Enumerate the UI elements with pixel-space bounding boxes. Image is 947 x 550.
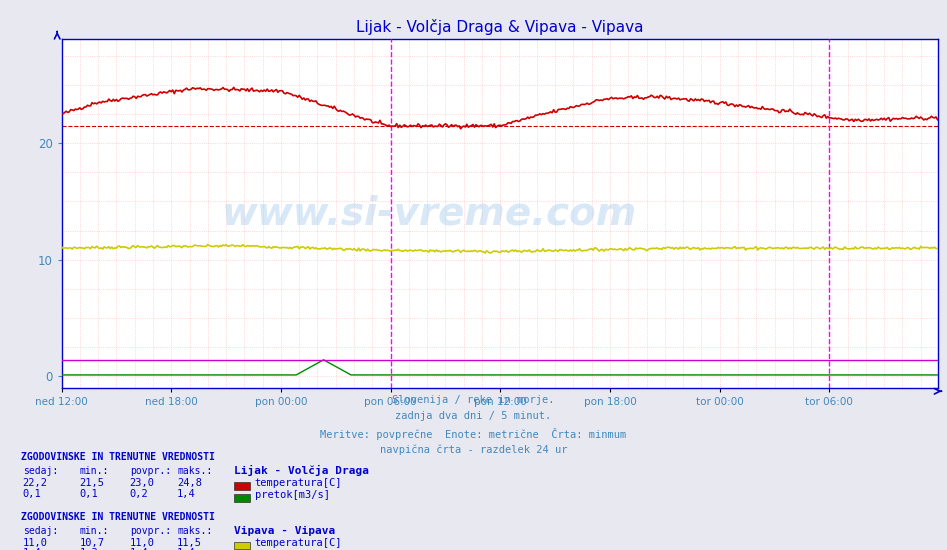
- Text: povpr.:: povpr.:: [130, 525, 170, 536]
- Text: sedaj:: sedaj:: [23, 466, 58, 476]
- Text: povpr.:: povpr.:: [130, 466, 170, 476]
- Text: Meritve: povprečne  Enote: metrične  Črta: minmum: Meritve: povprečne Enote: metrične Črta:…: [320, 428, 627, 440]
- Text: Lijak - Volčja Draga: Lijak - Volčja Draga: [234, 465, 369, 476]
- Text: 24,8: 24,8: [177, 478, 202, 488]
- Text: 11,0: 11,0: [130, 537, 154, 548]
- Text: ZGODOVINSKE IN TRENUTNE VREDNOSTI: ZGODOVINSKE IN TRENUTNE VREDNOSTI: [21, 452, 215, 463]
- Text: www.si-vreme.com: www.si-vreme.com: [222, 194, 637, 232]
- Text: min.:: min.:: [80, 525, 109, 536]
- Text: 0,1: 0,1: [80, 488, 98, 499]
- Text: Slovenija / reke in morje.: Slovenija / reke in morje.: [392, 395, 555, 405]
- Text: Vipava - Vipava: Vipava - Vipava: [234, 525, 335, 536]
- Text: 1,4: 1,4: [23, 548, 42, 550]
- Text: 11,0: 11,0: [23, 537, 47, 548]
- Text: min.:: min.:: [80, 466, 109, 476]
- Text: sedaj:: sedaj:: [23, 525, 58, 536]
- Text: 0,2: 0,2: [130, 488, 149, 499]
- Text: 0,1: 0,1: [23, 488, 42, 499]
- Text: 23,0: 23,0: [130, 478, 154, 488]
- Text: maks.:: maks.:: [177, 525, 212, 536]
- Text: zadnja dva dni / 5 minut.: zadnja dva dni / 5 minut.: [396, 411, 551, 421]
- Text: 1,4: 1,4: [177, 548, 196, 550]
- Text: 11,5: 11,5: [177, 537, 202, 548]
- Title: Lijak - Volčja Draga & Vipava - Vipava: Lijak - Volčja Draga & Vipava - Vipava: [356, 19, 643, 35]
- Text: maks.:: maks.:: [177, 466, 212, 476]
- Text: 1,3: 1,3: [80, 548, 98, 550]
- Text: 1,4: 1,4: [177, 488, 196, 499]
- Text: temperatura[C]: temperatura[C]: [255, 478, 342, 488]
- Text: 10,7: 10,7: [80, 537, 104, 548]
- Text: 21,5: 21,5: [80, 478, 104, 488]
- Text: 22,2: 22,2: [23, 478, 47, 488]
- Text: navpična črta - razdelek 24 ur: navpična črta - razdelek 24 ur: [380, 444, 567, 455]
- Text: ZGODOVINSKE IN TRENUTNE VREDNOSTI: ZGODOVINSKE IN TRENUTNE VREDNOSTI: [21, 512, 215, 522]
- Text: 1,4: 1,4: [130, 548, 149, 550]
- Text: pretok[m3/s]: pretok[m3/s]: [255, 490, 330, 500]
- Text: temperatura[C]: temperatura[C]: [255, 537, 342, 548]
